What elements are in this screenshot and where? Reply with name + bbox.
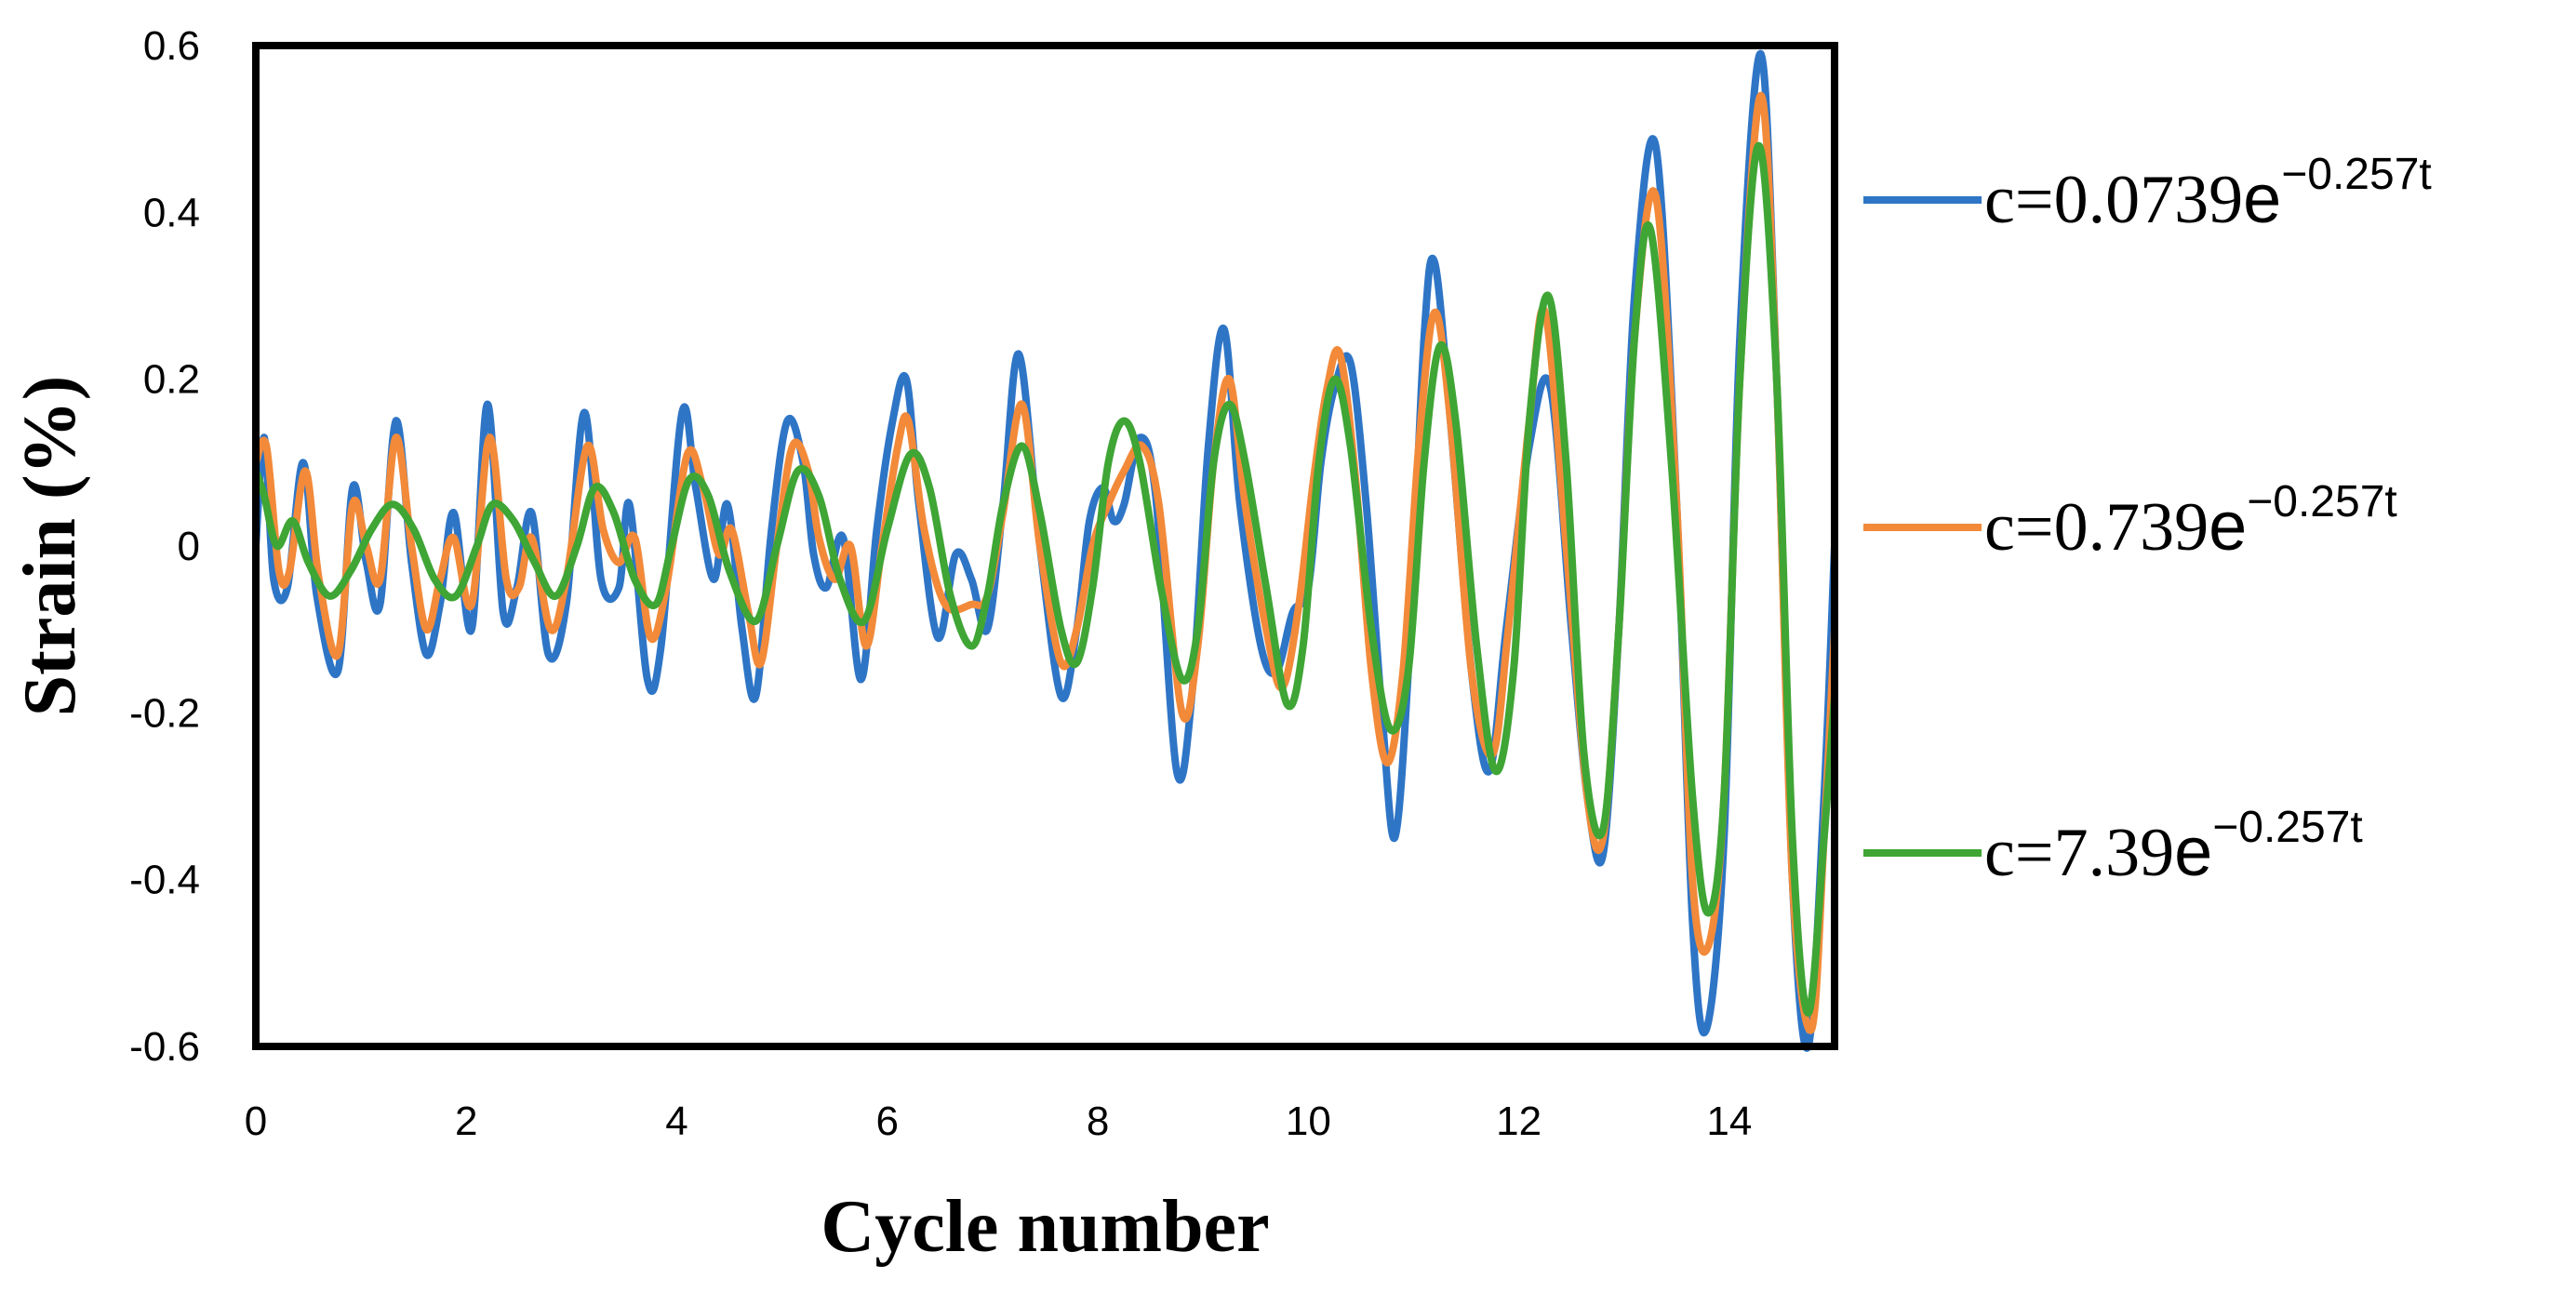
legend: c=0.0739e−0.257t c=0.739e−0.257t c=7.39e−0… — [1863, 150, 2432, 891]
series-lines-layer — [252, 49, 1838, 1052]
y-tick-label: 0 — [178, 524, 200, 569]
x-tick-label: 8 — [1087, 1099, 1109, 1144]
y-tick-label: -0.2 — [129, 690, 200, 736]
x-tick-label: 10 — [1286, 1099, 1331, 1144]
y-tick-label: 0.6 — [143, 23, 200, 69]
legend-label-2: c=0.739e−0.257t — [1984, 477, 2397, 566]
x-tick-labels: 0 2 4 6 8 10 12 14 — [245, 1099, 1753, 1144]
plot-frame — [252, 42, 1838, 1050]
legend-label-3: c=7.39e−0.257t — [1984, 803, 2363, 891]
series-line-3 — [252, 141, 1838, 1018]
y-axis-title: Strain (%) — [9, 376, 91, 717]
y-tick-label: -0.6 — [129, 1024, 200, 1070]
x-tick-label: 4 — [665, 1099, 687, 1144]
x-tick-label: 2 — [455, 1099, 477, 1144]
y-tick-label: -0.4 — [129, 858, 200, 903]
y-tick-label: 0.4 — [143, 190, 200, 235]
x-tick-label: 12 — [1496, 1099, 1542, 1144]
y-tick-labels: 0.6 0.4 0.2 0 -0.2 -0.4 -0.6 — [129, 23, 200, 1070]
x-axis-title: Cycle number — [821, 1186, 1269, 1268]
y-tick-label: 0.2 — [143, 357, 200, 403]
x-tick-label: 6 — [876, 1099, 899, 1144]
legend-label-1: c=0.0739e−0.257t — [1984, 150, 2432, 238]
x-tick-label: 14 — [1706, 1099, 1752, 1144]
x-tick-label: 0 — [245, 1099, 267, 1144]
